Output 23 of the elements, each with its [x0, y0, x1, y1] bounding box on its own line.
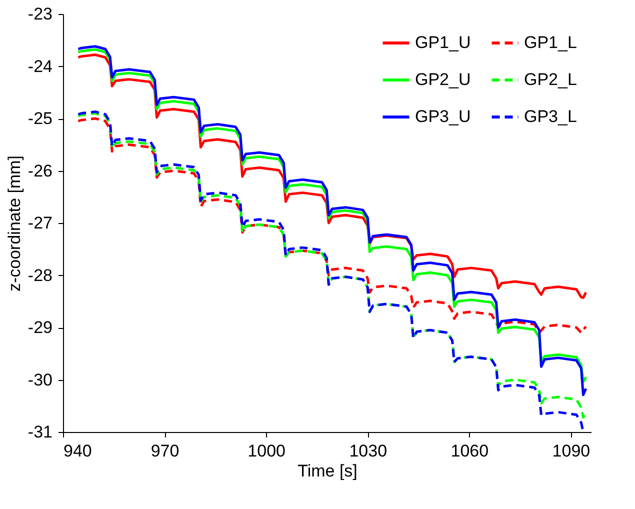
y-tick-label: -24: [28, 56, 52, 76]
x-tick-label: 1060: [450, 442, 489, 460]
x-tick-label: 1090: [552, 442, 590, 460]
x-tick-label: 1030: [349, 442, 388, 460]
y-tick-label: -27: [28, 214, 52, 232]
x-axis-title: Time [s]: [298, 462, 358, 480]
y-tick-label: -30: [28, 370, 52, 390]
y-tick-label: -23: [28, 4, 52, 24]
y-tick-label: -29: [28, 318, 52, 337]
x-tick-label: 970: [150, 442, 180, 460]
legend-label: GP3_L: [524, 107, 577, 126]
legend-label: GP3_U: [415, 107, 471, 126]
x-tick-label: 940: [64, 442, 92, 460]
x-tick-label: 1000: [248, 442, 286, 460]
y-tick-label: -28: [28, 266, 52, 285]
legend-label: GP2_L: [524, 70, 577, 89]
legend-label: GP1_L: [524, 33, 577, 52]
y-tick-label: -25: [28, 109, 52, 128]
y-tick-label: -31: [28, 422, 52, 442]
y-axis-title: z-coordinate [mm]: [4, 155, 24, 292]
legend-label: GP1_U: [415, 33, 471, 52]
legend-label: GP2_U: [415, 70, 471, 89]
y-tick-label: -26: [28, 161, 52, 180]
